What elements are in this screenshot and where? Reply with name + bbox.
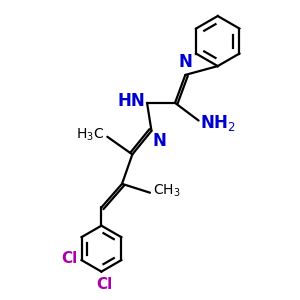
- Text: NH$_2$: NH$_2$: [200, 113, 236, 134]
- Text: H$_3$C: H$_3$C: [76, 127, 104, 143]
- Text: HN: HN: [118, 92, 146, 110]
- Text: Cl: Cl: [96, 278, 112, 292]
- Text: N: N: [178, 53, 192, 71]
- Text: Cl: Cl: [61, 251, 77, 266]
- Text: N: N: [153, 132, 167, 150]
- Text: CH$_3$: CH$_3$: [153, 183, 181, 200]
